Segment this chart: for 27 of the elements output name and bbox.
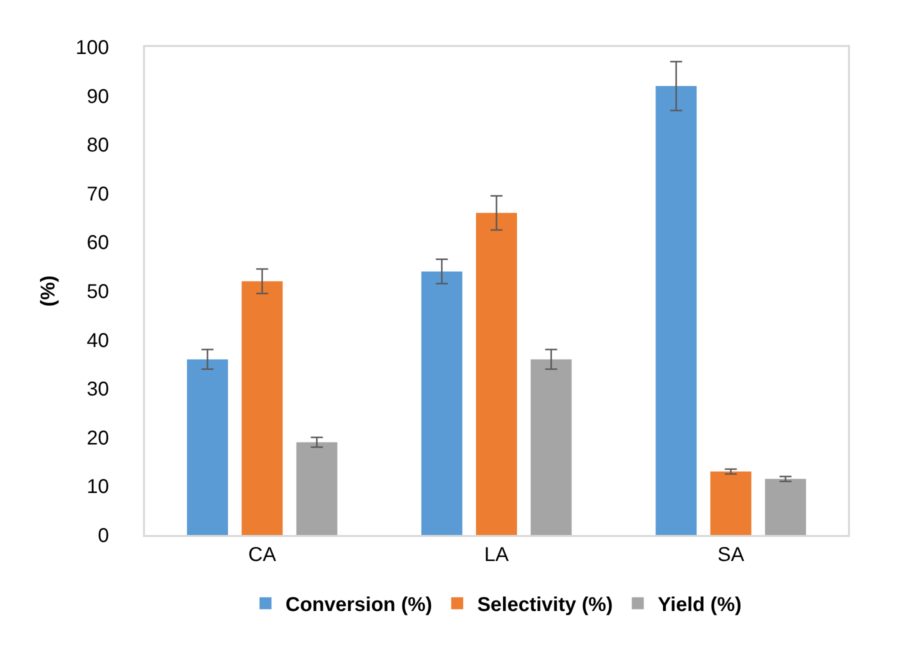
- y-tick-label: 100: [76, 37, 109, 59]
- legend-label: Selectivity (%): [477, 594, 613, 616]
- bar: [656, 86, 697, 535]
- bar: [186, 359, 228, 535]
- bar: [710, 472, 752, 535]
- y-tick-label: 70: [86, 183, 109, 206]
- bar: [421, 271, 462, 535]
- y-axis-title: (%): [38, 275, 60, 307]
- y-tick-label: 20: [86, 427, 109, 450]
- x-tick-label: SA: [717, 544, 745, 566]
- bar: [530, 359, 572, 535]
- bar: [765, 478, 806, 535]
- bar: [296, 442, 338, 535]
- bar: [242, 281, 283, 535]
- x-tick-label: LA: [484, 544, 510, 566]
- y-tick-label: 40: [86, 330, 109, 352]
- y-tick-label: 30: [86, 378, 109, 401]
- y-tick-label: 0: [98, 525, 109, 547]
- y-tick-label: 80: [86, 134, 109, 157]
- y-tick-label: 60: [86, 232, 109, 254]
- y-tick-label: 50: [86, 281, 109, 303]
- bar: [476, 212, 517, 535]
- y-tick-label: 90: [86, 86, 109, 108]
- legend-label: Conversion (%): [286, 594, 432, 616]
- legend-label: Yield (%): [658, 594, 742, 616]
- y-tick-label: 10: [86, 476, 109, 498]
- x-tick-label: CA: [248, 544, 277, 566]
